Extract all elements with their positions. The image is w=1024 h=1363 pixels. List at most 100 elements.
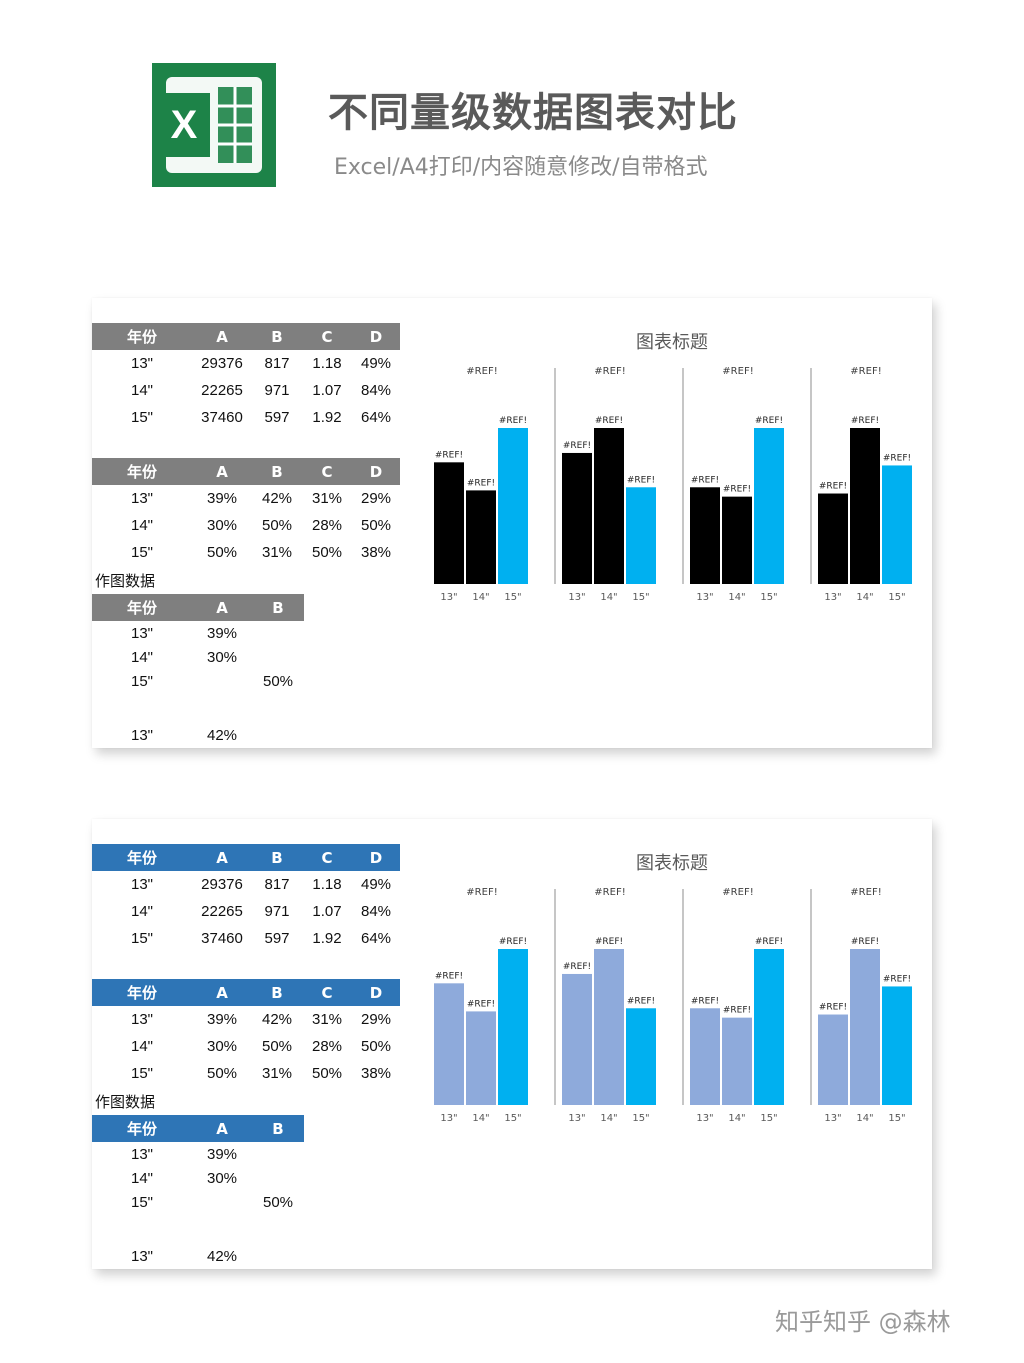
data-label: #REF! [755,937,783,947]
table-cell: 30% [206,1169,238,1187]
table-cell: 42% [261,490,293,507]
chart-title: 图表标题 [636,853,708,874]
table-cell [252,1166,304,1190]
table-row: 14" 30% 50% 28% 50% [92,1033,400,1060]
table-cell: 29% [360,1011,392,1028]
table-cell [92,693,192,723]
data-label: #REF! [467,999,495,1009]
data-label: #REF! [755,416,783,426]
grouped-bar-chart: #REF! #REF! 13" #REF! 14" #REF! 15" #REF! #REF! 1… [434,887,912,1124]
x-tick-label: 15" [504,592,521,603]
page-title: 不同量级数据图表对比 [328,90,738,136]
table-row: 14" 30% [92,1166,304,1190]
table-cell: 29% [360,490,392,507]
table-row: 14" 30% 50% 28% 50% [92,512,400,539]
data-label: #REF! [467,478,495,488]
data-label: #REF! [851,416,879,426]
data-label: #REF! [691,996,719,1006]
table-cell: 14" [130,1038,153,1055]
table-cell: 14" [130,1169,153,1187]
percent-data-table: 年份 A B C D 13" 39% 42% 31% 29% 14" 30% 5… [92,458,400,566]
data-label: #REF! [595,416,623,426]
group-label: #REF! [594,366,625,377]
table-cell: 38% [360,1065,392,1082]
x-tick-label: 15" [632,592,649,603]
group-label: #REF! [722,887,753,898]
bar [594,949,624,1105]
header-cell: 年份 [92,594,192,621]
table-cell: 13" [130,624,153,642]
group-label: #REF! [722,366,753,377]
bar [434,462,464,584]
excel-logo-icon: X [152,63,276,187]
logo-letter-tab [158,93,210,157]
table-row [92,1214,304,1244]
table-cell: 15" [130,1065,153,1082]
table-cell: 50% [206,544,238,561]
table-row: 15" 50% 31% 50% 38% [92,539,400,566]
table-cell: 14" [130,382,153,399]
plot-data-table: 年份 A B 13" 39% 14" 30% 15" 50% 13" 42% [92,594,304,747]
table-cell: 597 [264,930,290,947]
table-cell: 37460 [201,930,243,947]
header-cell: 年份 [92,458,192,485]
x-tick-label: 13" [568,1113,585,1124]
table-cell: 14" [130,648,153,666]
header-cell: C [302,979,352,1006]
header-cell: 年份 [92,323,192,350]
table-cell: 1.92 [312,930,342,947]
table-cell: 971 [264,903,290,920]
table-header-row: 年份 A B [92,594,304,621]
table-header-row: 年份 A B [92,1115,304,1142]
table-cell: 29376 [201,355,243,372]
table-cell: 15" [130,544,153,561]
table-cell: 50% [360,1038,392,1055]
table-cell: 597 [264,409,290,426]
header-cell: B [252,844,302,871]
data-label: #REF! [851,937,879,947]
data-label: #REF! [563,441,591,451]
table-cell: 14" [130,517,153,534]
header-cell: A [192,458,252,485]
table-cell: 28% [311,517,343,534]
bar [818,1014,848,1105]
chart-title: 图表标题 [636,332,708,353]
table-cell: 28% [311,1038,343,1055]
table-cell [252,621,304,645]
table-cell: 1.18 [312,876,342,893]
x-tick-label: 15" [504,1113,521,1124]
bar [626,487,656,584]
table-cell: 50% [261,1038,293,1055]
data-label: #REF! [563,962,591,972]
group-label: #REF! [466,366,497,377]
data-label: #REF! [691,475,719,485]
header-cell: A [192,1115,252,1142]
data-label: #REF! [819,482,847,492]
x-tick-label: 14" [600,592,617,603]
table-cell: 49% [360,876,392,893]
table-cell: 13" [130,876,153,893]
watermark-text: 知乎知乎 @森林 [775,1308,951,1336]
bar [466,1011,496,1105]
x-tick-label: 15" [888,1113,905,1124]
table-row: 15" 50% [92,669,304,693]
table-cell: 42% [206,726,238,744]
table-cell: 22265 [201,382,243,399]
header-cell: 年份 [92,979,192,1006]
header-cell: D [352,458,400,485]
table-cell: 13" [130,1011,153,1028]
table-cell: 13" [130,1145,153,1163]
table-cell: 64% [360,930,392,947]
table-cell [192,1190,252,1214]
table-cell [192,669,252,693]
header-cell: B [252,594,304,621]
data-label: #REF! [499,937,527,947]
header-cell: 年份 [92,1115,192,1142]
bar [594,428,624,584]
table-cell: 50% [261,517,293,534]
bar [882,465,912,584]
bar [562,973,592,1105]
data-label: #REF! [435,971,463,981]
table-cell: 29376 [201,876,243,893]
table-cell: 817 [264,355,290,372]
